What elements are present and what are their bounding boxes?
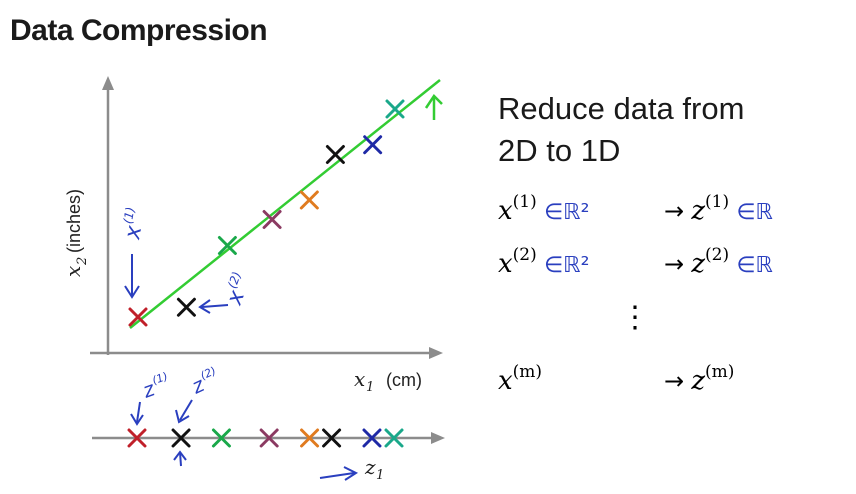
point-2d-3 xyxy=(217,236,237,255)
row-1-z-sup: (1) xyxy=(705,192,730,212)
point-1d-2 xyxy=(171,428,191,448)
annot-z1-sup: (1) xyxy=(150,370,169,388)
y-axis-label: x 2 (inches) xyxy=(61,189,90,277)
annot-z2-sup: (2) xyxy=(198,364,218,382)
annot-z2-arrowhead-icon xyxy=(175,409,190,424)
annot-x2-sup: (2) xyxy=(225,270,244,291)
row-1-x: x xyxy=(498,196,513,226)
row-2-z: z xyxy=(691,249,706,279)
row-3-x-sup: (m) xyxy=(512,362,543,382)
annot-z2: z (2) xyxy=(187,364,218,399)
row-1-arrow: → xyxy=(664,197,685,225)
row-2-arrow: → xyxy=(664,250,685,278)
headline-line1: Reduce data from xyxy=(498,91,745,126)
row-1-z: z xyxy=(691,196,706,226)
y-axis-arrowhead xyxy=(102,76,114,90)
x-label-sub: 1 xyxy=(366,380,374,395)
x-label-var: x xyxy=(354,367,365,391)
point-1d-7 xyxy=(362,428,382,448)
x-label-unit: (cm) xyxy=(386,370,422,390)
point-2d-5 xyxy=(299,190,319,210)
row-3-x: x xyxy=(498,366,513,396)
row-2-z-space: ∈ℝ xyxy=(736,253,773,278)
annot-x2-arrowhead-icon xyxy=(198,299,211,314)
point-2d-4 xyxy=(262,210,282,229)
annot-z1-arrowhead-icon xyxy=(130,413,144,426)
annot-z1: z (1) xyxy=(139,370,170,403)
row-1-x-space: ∈ℝ² xyxy=(544,200,590,225)
row-2-x: x xyxy=(498,249,513,279)
annot-x1-var: x xyxy=(120,223,147,242)
annot-z2-arrow xyxy=(179,399,193,421)
row-1-z-space: ∈ℝ xyxy=(736,200,773,225)
z-axis-arrowhead xyxy=(431,432,445,444)
row-3-z-sup: (m) xyxy=(705,362,735,382)
point-2d-7 xyxy=(363,135,383,155)
annot-x1-arrowhead-icon xyxy=(124,285,140,299)
headline-line2: 2D to 1D xyxy=(498,133,621,168)
point-1d-5 xyxy=(300,428,320,448)
row-3-arrow: → xyxy=(664,367,685,395)
slide-title: Data Compression xyxy=(10,14,268,47)
z-axis-label-sub: 1 xyxy=(376,468,384,483)
point-1d-4 xyxy=(259,428,279,448)
annot-x1-sup: (1) xyxy=(121,206,138,225)
annot-below-arrow xyxy=(179,451,182,467)
row-1-x-sup: (1) xyxy=(512,192,537,212)
point-2d-2 xyxy=(176,297,196,317)
annot-x1: x (1) xyxy=(120,206,147,242)
row-2-left: x(2) ∈ℝ² xyxy=(498,245,589,279)
annot-x2-arrow xyxy=(201,304,229,308)
row-1-left: x(1) ∈ℝ² xyxy=(498,192,589,226)
ellipsis: ⋮ xyxy=(620,301,650,334)
z-axis-label-var: z xyxy=(364,455,376,479)
row-2-x-sup: (2) xyxy=(512,245,537,265)
point-1d-6 xyxy=(322,428,342,448)
points-2d xyxy=(128,99,405,327)
row-2-x-space: ∈ℝ² xyxy=(544,253,590,278)
point-2d-6 xyxy=(325,145,345,164)
y-label-var: x xyxy=(61,266,85,277)
point-1d-8 xyxy=(384,428,404,448)
row-2-z-sup: (2) xyxy=(705,245,730,265)
y-label-sub: 2 xyxy=(75,257,90,266)
x-axis-arrowhead xyxy=(429,347,443,359)
z-direction-arrowhead-icon xyxy=(343,466,359,481)
point-2d-8 xyxy=(385,99,405,119)
points-1d xyxy=(127,428,404,448)
point-1d-3 xyxy=(211,428,231,448)
plot-2d: x 2 (inches) x 1 (cm) x (1) x (2) xyxy=(61,76,443,395)
row-2-right: → z(2) ∈ℝ xyxy=(664,245,773,279)
annot-x2: x (2) xyxy=(222,270,251,309)
fit-line xyxy=(129,79,441,329)
z-direction-arrow xyxy=(319,472,355,479)
row-3-left: x(m) xyxy=(498,362,542,396)
point-1d-1 xyxy=(127,428,147,448)
headline: Reduce data from 2D to 1D xyxy=(498,88,744,172)
row-3-z: z xyxy=(691,366,706,396)
row-1-right: → z(1) ∈ℝ xyxy=(664,192,773,226)
point-2d-1 xyxy=(128,307,148,327)
annot-z1-arrow xyxy=(136,401,141,423)
row-3-right: → z(m) xyxy=(664,362,734,396)
y-label-unit: (inches) xyxy=(64,189,84,253)
